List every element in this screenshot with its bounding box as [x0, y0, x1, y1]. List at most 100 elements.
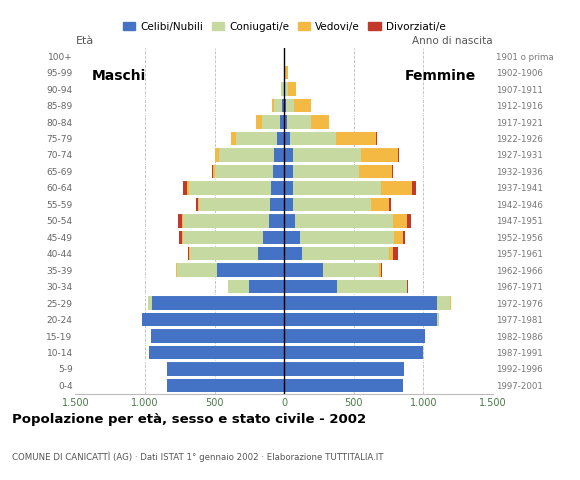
- Bar: [196, 198, 198, 211]
- Bar: [152, 296, 284, 310]
- Bar: [182, 214, 183, 228]
- Bar: [149, 346, 284, 359]
- Bar: [177, 214, 182, 228]
- Bar: [394, 230, 403, 244]
- Bar: [393, 247, 398, 261]
- Bar: [284, 148, 292, 162]
- Bar: [284, 181, 293, 194]
- Bar: [284, 264, 323, 277]
- Bar: [361, 148, 398, 162]
- Bar: [284, 362, 404, 376]
- Bar: [183, 230, 263, 244]
- Bar: [336, 132, 376, 145]
- Bar: [293, 181, 381, 194]
- Bar: [200, 198, 270, 211]
- Bar: [389, 198, 392, 211]
- Bar: [284, 379, 403, 392]
- Bar: [274, 99, 282, 112]
- Bar: [219, 148, 274, 162]
- Bar: [284, 99, 285, 112]
- Bar: [285, 66, 288, 79]
- Bar: [274, 148, 284, 162]
- Bar: [218, 264, 284, 277]
- Bar: [284, 49, 285, 63]
- Bar: [407, 280, 408, 293]
- Bar: [398, 148, 399, 162]
- Bar: [284, 214, 295, 228]
- Bar: [167, 362, 284, 376]
- Bar: [393, 214, 407, 228]
- Text: Anno di nascita: Anno di nascita: [412, 36, 493, 46]
- Bar: [288, 83, 296, 96]
- Bar: [302, 247, 389, 261]
- Bar: [249, 280, 284, 293]
- Text: Età: Età: [75, 36, 93, 47]
- Bar: [263, 230, 284, 244]
- Bar: [284, 230, 299, 244]
- Bar: [187, 181, 189, 194]
- Bar: [360, 165, 392, 178]
- Bar: [284, 165, 292, 178]
- Bar: [212, 165, 215, 178]
- Text: Maschi: Maschi: [92, 69, 146, 83]
- Bar: [282, 99, 284, 112]
- Bar: [285, 83, 288, 96]
- Bar: [290, 132, 336, 145]
- Bar: [284, 83, 285, 96]
- Bar: [277, 132, 284, 145]
- Bar: [176, 264, 177, 277]
- Bar: [142, 313, 284, 326]
- Bar: [285, 99, 294, 112]
- Bar: [179, 230, 182, 244]
- Bar: [284, 66, 285, 79]
- Bar: [215, 148, 219, 162]
- Bar: [311, 115, 329, 129]
- Bar: [281, 83, 284, 96]
- Bar: [403, 230, 405, 244]
- Bar: [284, 329, 425, 343]
- Bar: [228, 280, 249, 293]
- Bar: [269, 214, 284, 228]
- Bar: [389, 247, 393, 261]
- Bar: [292, 165, 360, 178]
- Legend: Celibi/Nubili, Coniugati/e, Vedovi/e, Divorziati/e: Celibi/Nubili, Coniugati/e, Vedovi/e, Di…: [118, 18, 450, 36]
- Bar: [284, 247, 302, 261]
- Bar: [190, 247, 258, 261]
- Text: Femmine: Femmine: [405, 69, 476, 83]
- Bar: [381, 264, 382, 277]
- Bar: [236, 132, 277, 145]
- Bar: [450, 296, 451, 310]
- Bar: [215, 165, 273, 178]
- Bar: [258, 247, 284, 261]
- Bar: [189, 247, 190, 261]
- Bar: [284, 115, 287, 129]
- Bar: [148, 296, 152, 310]
- Bar: [188, 247, 189, 261]
- Bar: [151, 329, 284, 343]
- Bar: [183, 214, 269, 228]
- Bar: [284, 280, 337, 293]
- Bar: [183, 181, 187, 194]
- Bar: [271, 181, 284, 194]
- Bar: [198, 198, 200, 211]
- Bar: [337, 280, 407, 293]
- Text: COMUNE DI CANICATTÌ (AG) · Dati ISTAT 1° gennaio 2002 · Elaborazione TUTTITALIA.: COMUNE DI CANICATTÌ (AG) · Dati ISTAT 1°…: [12, 451, 383, 462]
- Bar: [381, 181, 412, 194]
- Bar: [379, 264, 381, 277]
- Bar: [437, 296, 450, 310]
- Bar: [437, 313, 438, 326]
- Bar: [293, 198, 371, 211]
- Bar: [271, 99, 274, 112]
- Bar: [270, 198, 284, 211]
- Bar: [284, 296, 437, 310]
- Bar: [295, 214, 393, 228]
- Bar: [167, 379, 284, 392]
- Bar: [392, 165, 393, 178]
- Bar: [231, 132, 236, 145]
- Bar: [287, 115, 311, 129]
- Bar: [182, 230, 183, 244]
- Bar: [262, 115, 280, 129]
- Bar: [284, 313, 437, 326]
- Bar: [284, 346, 423, 359]
- Bar: [280, 115, 284, 129]
